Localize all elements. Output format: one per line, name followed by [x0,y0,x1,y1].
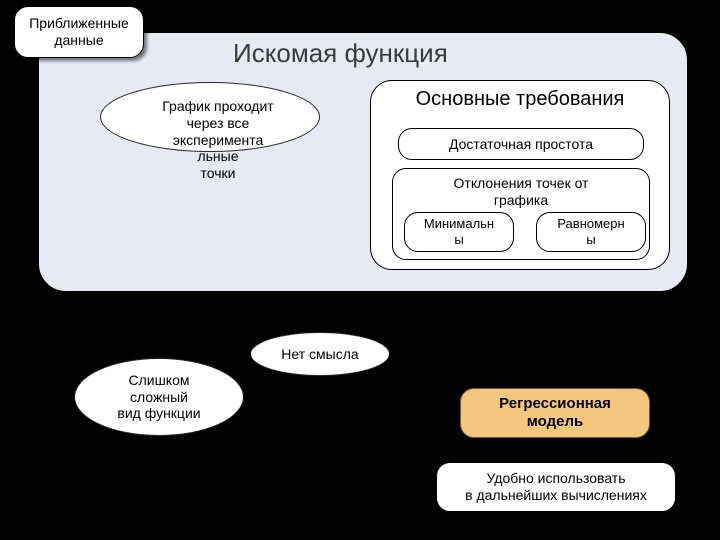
convenient-use-box: Удобно использовать в дальнейших вычисле… [436,462,676,512]
requirement-simplicity: Достаточная простота [398,128,644,160]
no-sense-node: Нет смысла [250,332,390,376]
regression-model-text: Регрессионная модель [491,391,619,435]
requirements-title: Основные требования [408,83,633,115]
requirement-minimal-text: Минимальн ы [416,212,502,251]
too-complex-node: Слишком сложный вид функции [74,358,244,436]
requirement-deviation-title: Отклонения точек от графика [446,171,597,213]
requirement-even-text: Равномерн ы [549,212,632,251]
requirement-even: Равномерн ы [536,212,646,252]
requirement-simplicity-text: Достаточная простота [441,132,601,157]
approx-data-callout-text: Приближенные данные [21,11,137,53]
too-complex-text: Слишком сложный вид функции [109,368,208,426]
graph-through-points-text: График проходит через все эксперимента л… [145,94,291,186]
diagram-title: Искомая функция [225,34,456,73]
requirement-minimal: Минимальн ы [404,212,514,252]
no-sense-text: Нет смысла [273,342,366,367]
approx-data-callout: Приближенные данные [14,6,144,58]
convenient-use-text: Удобно использовать в дальнейших вычисле… [457,466,655,508]
regression-model-box: Регрессионная модель [460,388,650,438]
diagram-stage: Искомая функция График проходит через вс… [0,0,720,540]
